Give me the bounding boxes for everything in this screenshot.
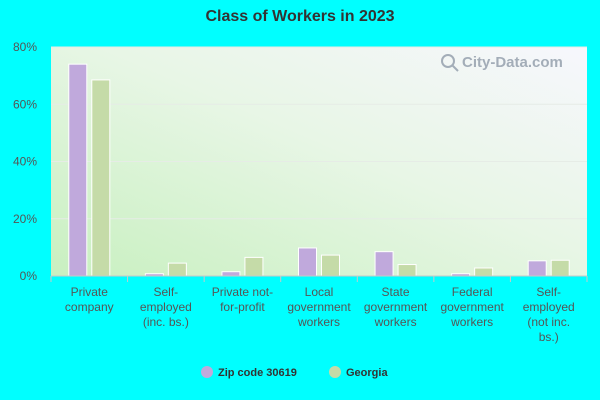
legend-label: Georgia [346,367,388,379]
legend-swatch [201,366,213,378]
bars [68,63,570,277]
axes: 0% 20% 40% 60% 80% Private company Self-employe… [13,40,588,344]
bar [68,63,88,277]
x-tick-label: Federal government workers [440,285,504,329]
y-tick-label: 20% [13,212,37,226]
x-tick-label: Self-employed (inc. bs.) [140,285,192,329]
x-tick-label: Self-employed (not inc. bs.) [523,285,575,344]
bar [527,260,547,277]
bar [244,256,264,277]
x-tick-label: Private company [65,285,114,314]
bar [221,271,241,277]
magnifier-icon [441,54,455,68]
bar [397,264,417,277]
grid-lines [51,46,587,220]
bar [167,262,187,277]
y-tick-label: 60% [13,97,37,111]
bar [321,254,340,277]
y-tick-label: 80% [13,40,37,54]
watermark: City-Data.com [441,54,563,72]
watermark-text: City-Data.com [462,54,563,71]
x-tick-label: Local government workers [287,285,351,329]
bar [374,251,394,277]
legend-swatch [329,366,341,378]
magnifier-handle [451,64,459,72]
y-tick-label: 40% [13,155,37,169]
chart-title: Class of Workers in 2023 [205,8,395,25]
bar [474,267,494,277]
bar [550,259,570,277]
legend: Zip code 30619 Georgia [201,366,388,379]
x-tick-label: State government workers [364,285,428,329]
bar [91,79,111,277]
x-tick-label: Private not-for-profit [212,285,273,314]
legend-label: Zip code 30619 [218,367,297,379]
bar [298,247,317,277]
y-tick-label: 0% [20,269,38,283]
